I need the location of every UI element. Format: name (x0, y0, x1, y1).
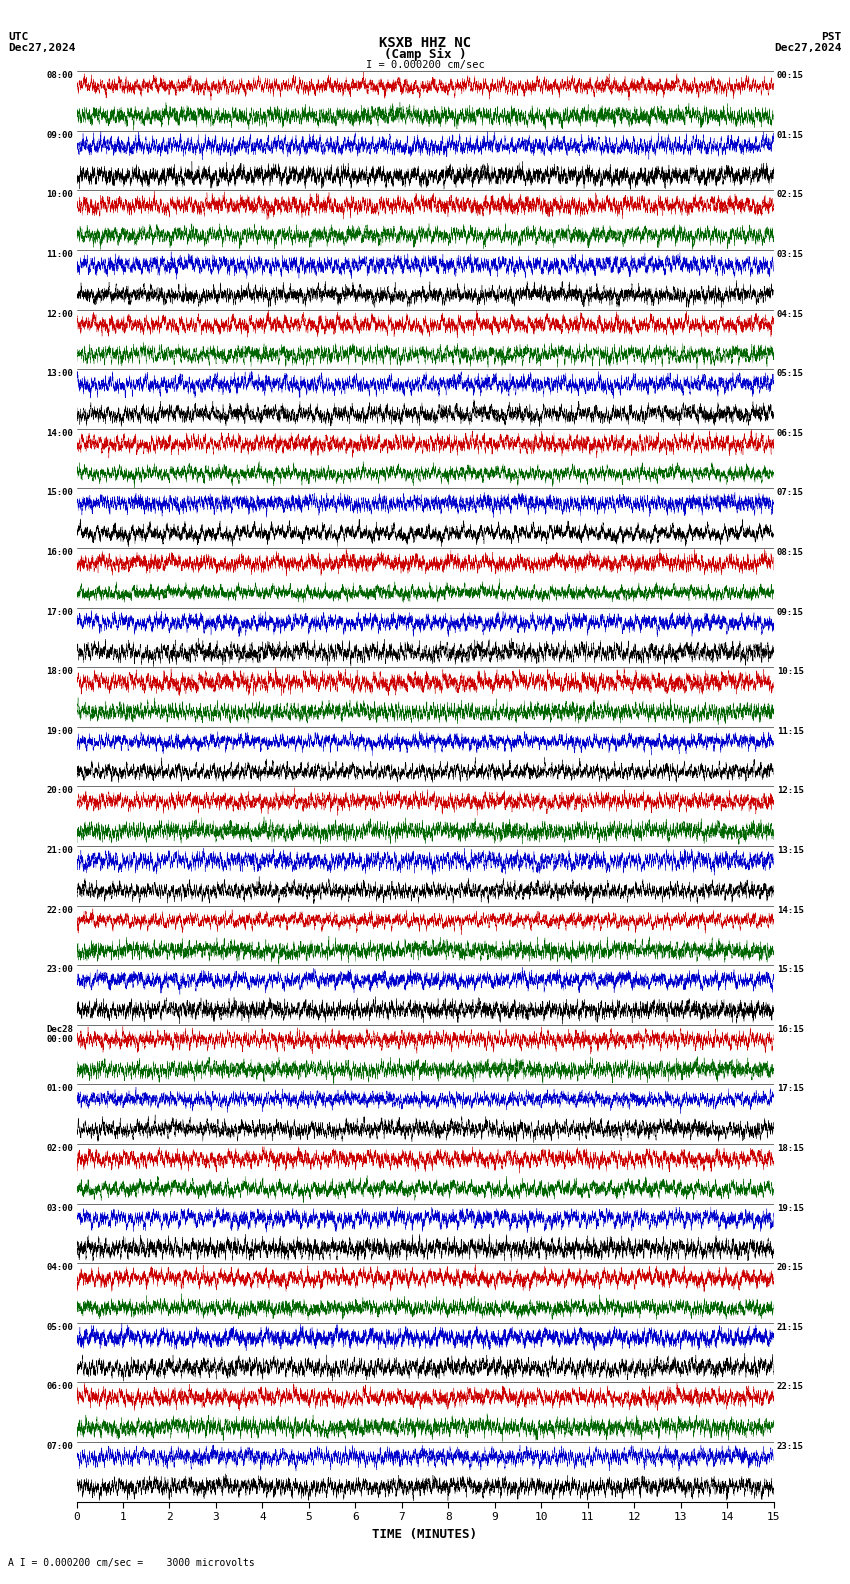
Text: 17:00: 17:00 (46, 608, 73, 616)
Text: 22:00: 22:00 (46, 906, 73, 914)
Text: 20:00: 20:00 (46, 786, 73, 795)
Text: 10:00: 10:00 (46, 190, 73, 200)
Text: 18:00: 18:00 (46, 667, 73, 676)
Text: 04:15: 04:15 (777, 309, 804, 318)
Text: (Camp Six ): (Camp Six ) (383, 48, 467, 60)
Text: 05:00: 05:00 (46, 1323, 73, 1332)
Text: 13:15: 13:15 (777, 846, 804, 855)
Text: 01:00: 01:00 (46, 1085, 73, 1093)
Text: A I = 0.000200 cm/sec =    3000 microvolts: A I = 0.000200 cm/sec = 3000 microvolts (8, 1559, 255, 1568)
Text: Dec28
00:00: Dec28 00:00 (46, 1025, 73, 1044)
Text: 06:00: 06:00 (46, 1383, 73, 1391)
Text: Dec27,2024: Dec27,2024 (774, 43, 842, 52)
Text: 23:00: 23:00 (46, 965, 73, 974)
Text: Dec27,2024: Dec27,2024 (8, 43, 76, 52)
X-axis label: TIME (MINUTES): TIME (MINUTES) (372, 1527, 478, 1541)
Text: 16:00: 16:00 (46, 548, 73, 558)
Text: 05:15: 05:15 (777, 369, 804, 379)
Text: 00:15: 00:15 (777, 71, 804, 81)
Text: 01:15: 01:15 (777, 131, 804, 139)
Text: 15:15: 15:15 (777, 965, 804, 974)
Text: 11:15: 11:15 (777, 727, 804, 737)
Text: 18:15: 18:15 (777, 1144, 804, 1153)
Text: 21:15: 21:15 (777, 1323, 804, 1332)
Text: 02:00: 02:00 (46, 1144, 73, 1153)
Text: 14:15: 14:15 (777, 906, 804, 914)
Text: 17:15: 17:15 (777, 1085, 804, 1093)
Text: 08:00: 08:00 (46, 71, 73, 81)
Text: I = 0.000200 cm/sec: I = 0.000200 cm/sec (366, 60, 484, 70)
Text: 19:15: 19:15 (777, 1204, 804, 1213)
Text: 21:00: 21:00 (46, 846, 73, 855)
Text: 15:00: 15:00 (46, 488, 73, 497)
Text: KSXB HHZ NC: KSXB HHZ NC (379, 36, 471, 51)
Text: UTC: UTC (8, 32, 29, 41)
Text: 16:15: 16:15 (777, 1025, 804, 1034)
Text: 23:15: 23:15 (777, 1441, 804, 1451)
Text: 09:15: 09:15 (777, 608, 804, 616)
Text: 09:00: 09:00 (46, 131, 73, 139)
Text: 14:00: 14:00 (46, 429, 73, 437)
Text: 22:15: 22:15 (777, 1383, 804, 1391)
Text: 11:00: 11:00 (46, 250, 73, 260)
Text: 20:15: 20:15 (777, 1264, 804, 1272)
Text: 12:15: 12:15 (777, 786, 804, 795)
Text: 02:15: 02:15 (777, 190, 804, 200)
Text: 19:00: 19:00 (46, 727, 73, 737)
Text: 13:00: 13:00 (46, 369, 73, 379)
Text: 04:00: 04:00 (46, 1264, 73, 1272)
Text: 07:15: 07:15 (777, 488, 804, 497)
Text: 03:15: 03:15 (777, 250, 804, 260)
Text: 08:15: 08:15 (777, 548, 804, 558)
Text: PST: PST (821, 32, 842, 41)
Text: 12:00: 12:00 (46, 309, 73, 318)
Text: 06:15: 06:15 (777, 429, 804, 437)
Text: 03:00: 03:00 (46, 1204, 73, 1213)
Text: 07:00: 07:00 (46, 1441, 73, 1451)
Text: 10:15: 10:15 (777, 667, 804, 676)
